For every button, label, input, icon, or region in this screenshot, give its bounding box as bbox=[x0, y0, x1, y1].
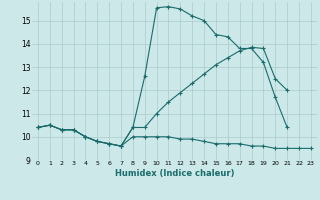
X-axis label: Humidex (Indice chaleur): Humidex (Indice chaleur) bbox=[115, 169, 234, 178]
